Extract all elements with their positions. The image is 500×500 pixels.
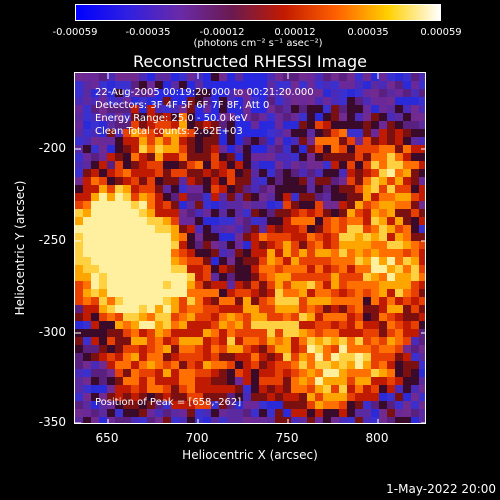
y-tick-label: -200 bbox=[38, 141, 66, 155]
annotation-counts: Clean Total counts: 2.62E+03 bbox=[95, 126, 243, 137]
plot-timestamp: 1-May-2022 20:00 bbox=[386, 482, 496, 496]
annotation-time-range: 22-Aug-2005 00:19:20.000 to 00:21:20.000 bbox=[95, 87, 314, 98]
colorbar-tick: 0.00035 bbox=[347, 27, 389, 38]
x-tick-label: 800 bbox=[365, 431, 389, 445]
annotation-detectors: Detectors: 3F 4F 5F 6F 7F 8F, Att 0 bbox=[95, 100, 270, 111]
peak-position-label: Position of Peak = [658,-262] bbox=[95, 397, 242, 408]
y-axis-label: Heliocentric Y (arcsec) bbox=[13, 180, 27, 316]
colorbar-tick: 0.00059 bbox=[420, 27, 462, 38]
colorbar-tick: -0.00035 bbox=[125, 27, 171, 38]
image-plot-area: 22-Aug-2005 00:19:20.000 to 00:21:20.000… bbox=[74, 72, 426, 424]
colorbar-tick: 0.00012 bbox=[274, 27, 316, 38]
rhessi-image-heatmap bbox=[75, 73, 425, 423]
colorbar-unit-label: (photons cm⁻² s⁻¹ asec⁻²) bbox=[193, 38, 323, 49]
colorbar-tick: -0.00059 bbox=[52, 27, 98, 38]
y-tick-label: -300 bbox=[38, 325, 66, 339]
plot-title: Reconstructed RHESSI Image bbox=[133, 52, 367, 71]
x-tick-label: 650 bbox=[95, 431, 119, 445]
y-tick-label: -250 bbox=[38, 233, 66, 247]
x-tick-label: 750 bbox=[275, 431, 299, 445]
x-axis-label: Heliocentric X (arcsec) bbox=[182, 448, 318, 462]
colorbar-tick: -0.00012 bbox=[199, 27, 245, 38]
annotation-energy-range: Energy Range: 25.0 - 50.0 keV bbox=[95, 113, 248, 124]
y-tick-label: -350 bbox=[38, 415, 66, 429]
colorbar bbox=[75, 4, 441, 21]
x-tick-label: 700 bbox=[185, 431, 209, 445]
